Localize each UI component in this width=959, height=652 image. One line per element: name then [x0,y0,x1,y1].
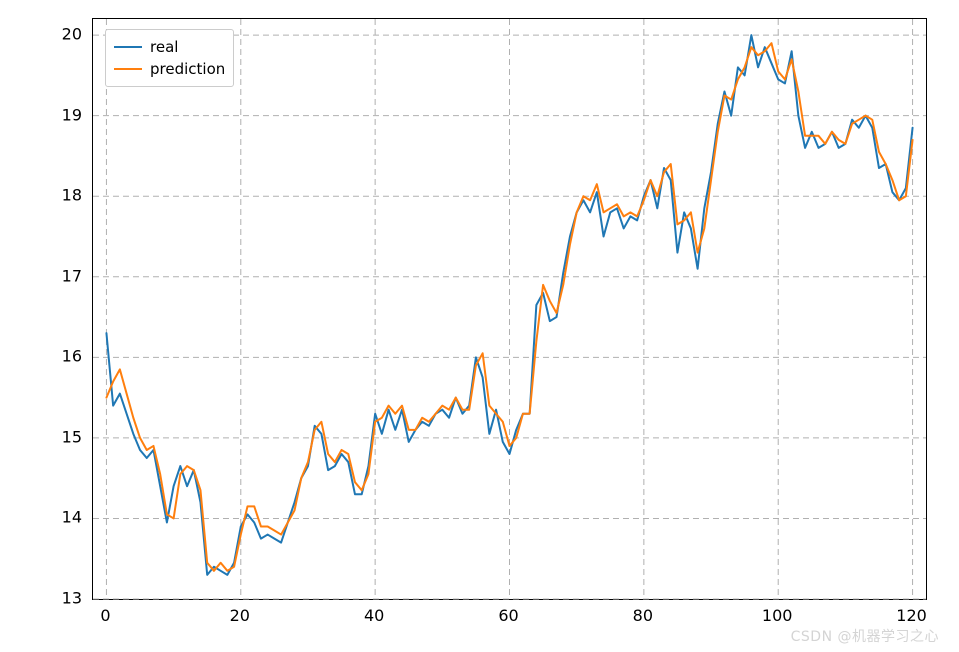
x-tick-label: 0 [100,606,110,625]
line-series-layer [93,19,926,599]
plot-area: real prediction [92,18,927,600]
figure: real prediction 0 20 40 60 80 100 120 13 14 15 16 1… [0,0,959,652]
legend-item: real [114,36,225,58]
line-series-prediction [106,43,912,571]
x-tick-label: 20 [230,606,250,625]
line-series-real [106,35,912,575]
y-tick-label: 15 [62,427,82,446]
legend: real prediction [105,29,234,87]
watermark: CSDN @机器学习之心 [791,626,939,646]
y-tick-label: 18 [62,186,82,205]
x-tick-label: 120 [896,606,927,625]
legend-swatch [114,68,142,70]
y-tick-label: 13 [62,589,82,608]
legend-label: real [150,38,178,56]
x-tick-label: 80 [633,606,653,625]
y-tick-label: 17 [62,266,82,285]
x-tick-label: 40 [364,606,384,625]
y-tick-label: 20 [62,25,82,44]
y-tick-label: 14 [62,508,82,527]
x-tick-label: 60 [498,606,518,625]
x-tick-label: 100 [762,606,793,625]
legend-item: prediction [114,58,225,80]
legend-label: prediction [150,60,225,78]
legend-swatch [114,46,142,48]
y-tick-label: 16 [62,347,82,366]
y-tick-label: 19 [62,105,82,124]
